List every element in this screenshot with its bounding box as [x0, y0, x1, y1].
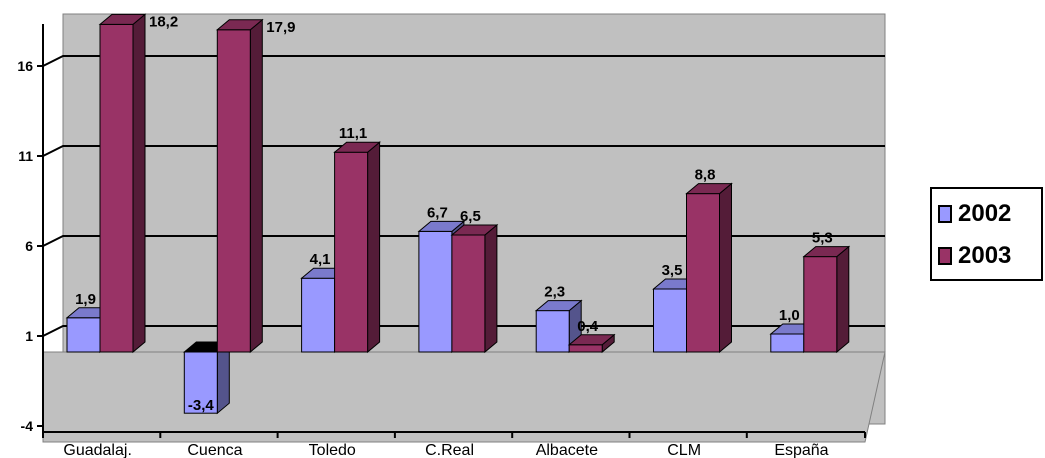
bar-front	[216, 29, 251, 353]
bar-top	[417, 220, 466, 232]
gridlines	[42, 55, 885, 337]
bar-2002-Albacete	[534, 299, 583, 354]
category-label: España	[774, 442, 828, 458]
bar-top	[802, 246, 851, 258]
bar-front	[334, 151, 369, 353]
y-tick-label: 1	[25, 328, 33, 344]
bar-front	[535, 310, 570, 353]
data-label: -3,4	[188, 397, 215, 414]
bar-2003-Guadalaj.	[98, 13, 147, 354]
data-label: 6,7	[427, 204, 448, 221]
bar-side	[249, 18, 263, 354]
bar-top	[450, 224, 499, 236]
bar-top	[98, 13, 147, 25]
bar-2003-CLM	[685, 182, 733, 354]
category-label: CLM	[667, 442, 701, 458]
legend-item-2002: 2002	[938, 199, 1011, 229]
bar-2003-Cuenca	[215, 18, 264, 354]
gridline	[42, 55, 885, 67]
bars	[65, 13, 851, 415]
category-label: Albacete	[536, 442, 598, 458]
data-label: 11,1	[339, 125, 367, 142]
data-labels: 1,9 18,2 -3,4 17,9 4,1 11,1 6,7 6,5 2,3 0,4 3,5 8,8…	[75, 13, 833, 414]
legend-swatch-2002	[938, 205, 952, 223]
data-label: 18,2	[149, 13, 178, 30]
category-label: Toledo	[309, 442, 356, 458]
bar-side	[836, 245, 850, 354]
bar-2003-Toledo	[333, 141, 381, 354]
category-labels: Guadalaj. Cuenca Toledo C.Real Albacete CLM Es…	[42, 432, 866, 458]
bar-top	[534, 300, 583, 312]
y-tick-label: 16	[17, 58, 33, 74]
gridline	[42, 325, 885, 337]
bar-front	[770, 333, 805, 353]
bar-side	[132, 13, 146, 354]
bar-top	[567, 334, 616, 346]
bar-top	[215, 19, 264, 31]
category-label: Cuenca	[187, 442, 242, 458]
bar-front	[451, 234, 486, 353]
bar-top	[333, 141, 381, 153]
data-label: 8,8	[695, 167, 716, 184]
data-label: 5,3	[812, 230, 833, 247]
legend-item-2003: 2003	[938, 241, 1011, 271]
bar-front	[301, 277, 336, 353]
bar-front	[803, 256, 838, 353]
data-label: 17,9	[266, 19, 295, 36]
category-label: C.Real	[425, 442, 474, 458]
bar-2003-C.Real	[450, 223, 499, 354]
data-label: 3,5	[662, 262, 683, 279]
y-tick-label: 11	[18, 148, 33, 164]
y-tick-label: -4	[21, 418, 34, 434]
data-label: 1,9	[75, 291, 96, 308]
y-tick-label: 6	[25, 238, 33, 254]
data-label: 6,5	[460, 208, 481, 225]
bar-side	[719, 182, 732, 354]
bar-front	[653, 288, 687, 353]
bar-front	[183, 351, 218, 414]
bar-top	[685, 183, 733, 195]
bar-side	[367, 141, 381, 354]
legend-swatch-2003	[938, 247, 952, 265]
plot-floor	[42, 351, 886, 443]
legend-label-2003: 2003	[958, 242, 1012, 269]
legend: 2002 2003	[930, 187, 1043, 281]
bar-2003-Albacete	[567, 333, 616, 354]
data-label: 1,0	[779, 307, 800, 324]
bar-front	[686, 193, 720, 353]
data-label: 2,3	[544, 284, 565, 301]
bar-side	[216, 340, 230, 415]
bar-side	[484, 223, 498, 354]
bar-front	[418, 230, 453, 353]
legend-label-2002: 2002	[958, 200, 1012, 227]
gridline	[42, 235, 885, 247]
bar-front	[99, 23, 134, 353]
gridline	[42, 145, 885, 157]
data-label: 0,4	[577, 318, 599, 335]
bar-2003-España	[802, 245, 851, 354]
bar-front	[66, 317, 101, 353]
data-label: 4,1	[310, 251, 331, 268]
category-label: Guadalaj.	[63, 442, 132, 458]
bar-front	[568, 344, 603, 353]
